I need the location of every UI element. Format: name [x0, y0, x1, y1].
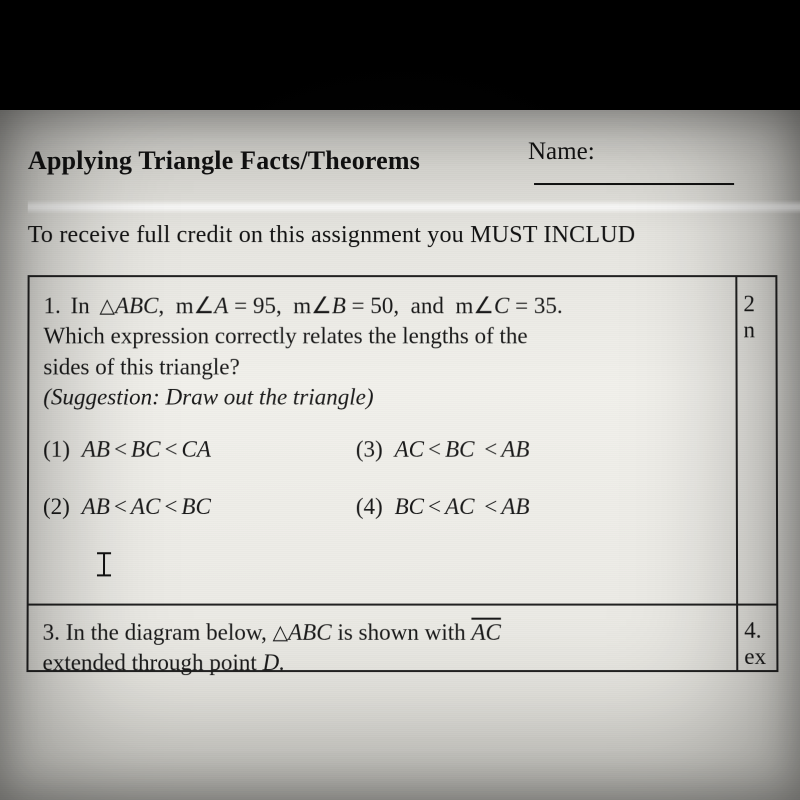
table-row: 1. In ABC, mA = 95, mB = 50, and mC = 35… — [29, 277, 777, 605]
question-table: 1. In ABC, mA = 95, mB = 50, and mC = 35… — [26, 275, 778, 671]
triangle-icon — [100, 293, 115, 318]
opt-a: AB — [82, 494, 110, 519]
table-row: 3. In the diagram below, ABC is shown wi… — [28, 605, 776, 671]
q3-line2: extended through point D. — [43, 648, 719, 679]
q1-option-1: (1) AB<BC<CA — [43, 435, 344, 465]
q4-frag-1: 4. — [744, 617, 774, 643]
opt-b: BC — [445, 437, 474, 462]
opt-c: BC — [181, 494, 211, 519]
q3-lead: 3. In the diagram below, — [43, 619, 267, 644]
q1-prompt-line3: sides of this triangle? — [43, 352, 717, 382]
text-cursor-icon — [97, 552, 111, 576]
q2-frag-2: n — [743, 317, 773, 343]
q1-option-2: (2) AB<AC<BC — [43, 492, 344, 523]
opt-b: AC — [445, 494, 474, 519]
opt-a: AC — [395, 437, 424, 462]
opt-num: (1) — [43, 437, 70, 462]
q2-frag-1: 2 — [743, 291, 773, 317]
instructions-line: To receive full credit on this assignmen… — [28, 222, 800, 249]
name-label: Name: — [528, 138, 595, 165]
worksheet-title: Applying Triangle Facts/Theorems — [28, 146, 420, 176]
question-1-cell: 1. In ABC, mA = 95, mB = 50, and mC = 35… — [29, 277, 736, 603]
question-4-cell-edge: 4. ex — [736, 605, 774, 669]
screen-area: Applying Triangle Facts/Theorems Name: T… — [0, 110, 800, 800]
q1-angleA: A — [214, 293, 228, 318]
worksheet-header: Applying Triangle Facts/Theorems Name: — [28, 140, 800, 200]
angle-icon — [311, 293, 332, 318]
q1-and: and — [411, 293, 444, 318]
opt-b: BC — [131, 437, 161, 462]
q3-point: D. — [263, 650, 285, 675]
q3-line2-text: extended through point — [43, 650, 257, 675]
q1-option-4: (4) BC<AC <AB — [356, 492, 657, 523]
triangle-icon — [273, 619, 288, 644]
q1-option-3: (3) AC<BC <AB — [356, 435, 657, 465]
q1-prompt-line2: Which expression correctly relates the l… — [43, 322, 717, 352]
q1-suggestion: (Suggestion: Draw out the triangle) — [43, 383, 717, 413]
angle-icon — [473, 293, 494, 318]
name-field-label: Name: — [528, 138, 800, 194]
q1-lead: In — [71, 293, 90, 318]
opt-num: (2) — [43, 494, 70, 519]
q1-given: 1. In ABC, mA = 95, mB = 50, and mC = 35… — [43, 291, 717, 321]
q1-triangle: ABC — [115, 293, 159, 318]
opt-c: AB — [501, 437, 529, 462]
q3-line1: 3. In the diagram below, ABC is shown wi… — [43, 617, 719, 648]
q1-angleB: B — [332, 293, 346, 318]
q1-angleB-val: 50 — [370, 293, 393, 318]
opt-a: AB — [82, 437, 110, 462]
angle-icon — [194, 293, 215, 318]
opt-num: (4) — [356, 494, 383, 519]
q3-triangle: ABC — [288, 619, 332, 644]
q4-frag-2: ex — [744, 643, 774, 669]
question-3-cell: 3. In the diagram below, ABC is shown wi… — [29, 605, 737, 661]
opt-b: AC — [131, 494, 161, 519]
q1-angleC-val: 35. — [534, 293, 563, 318]
photo-background: Applying Triangle Facts/Theorems Name: T… — [0, 0, 800, 800]
opt-c: AB — [501, 494, 529, 519]
q3-segment: AC — [471, 619, 501, 644]
screen-glare — [28, 200, 800, 214]
q1-angleA-val: 95 — [253, 293, 276, 318]
opt-c: CA — [181, 437, 210, 462]
question-2-cell-edge: 2 n — [735, 277, 774, 603]
worksheet-page: Applying Triangle Facts/Theorems Name: T… — [26, 140, 800, 672]
q3-mid: is shown with — [337, 619, 465, 644]
name-blank-line — [534, 183, 734, 185]
q1-angleC: C — [494, 293, 509, 318]
opt-num: (3) — [356, 437, 383, 462]
opt-a: BC — [395, 494, 424, 519]
q1-number: 1. — [44, 293, 61, 318]
q1-options: (1) AB<BC<CA (3) AC<BC <AB (2) AB<AC<BC — [43, 435, 718, 522]
